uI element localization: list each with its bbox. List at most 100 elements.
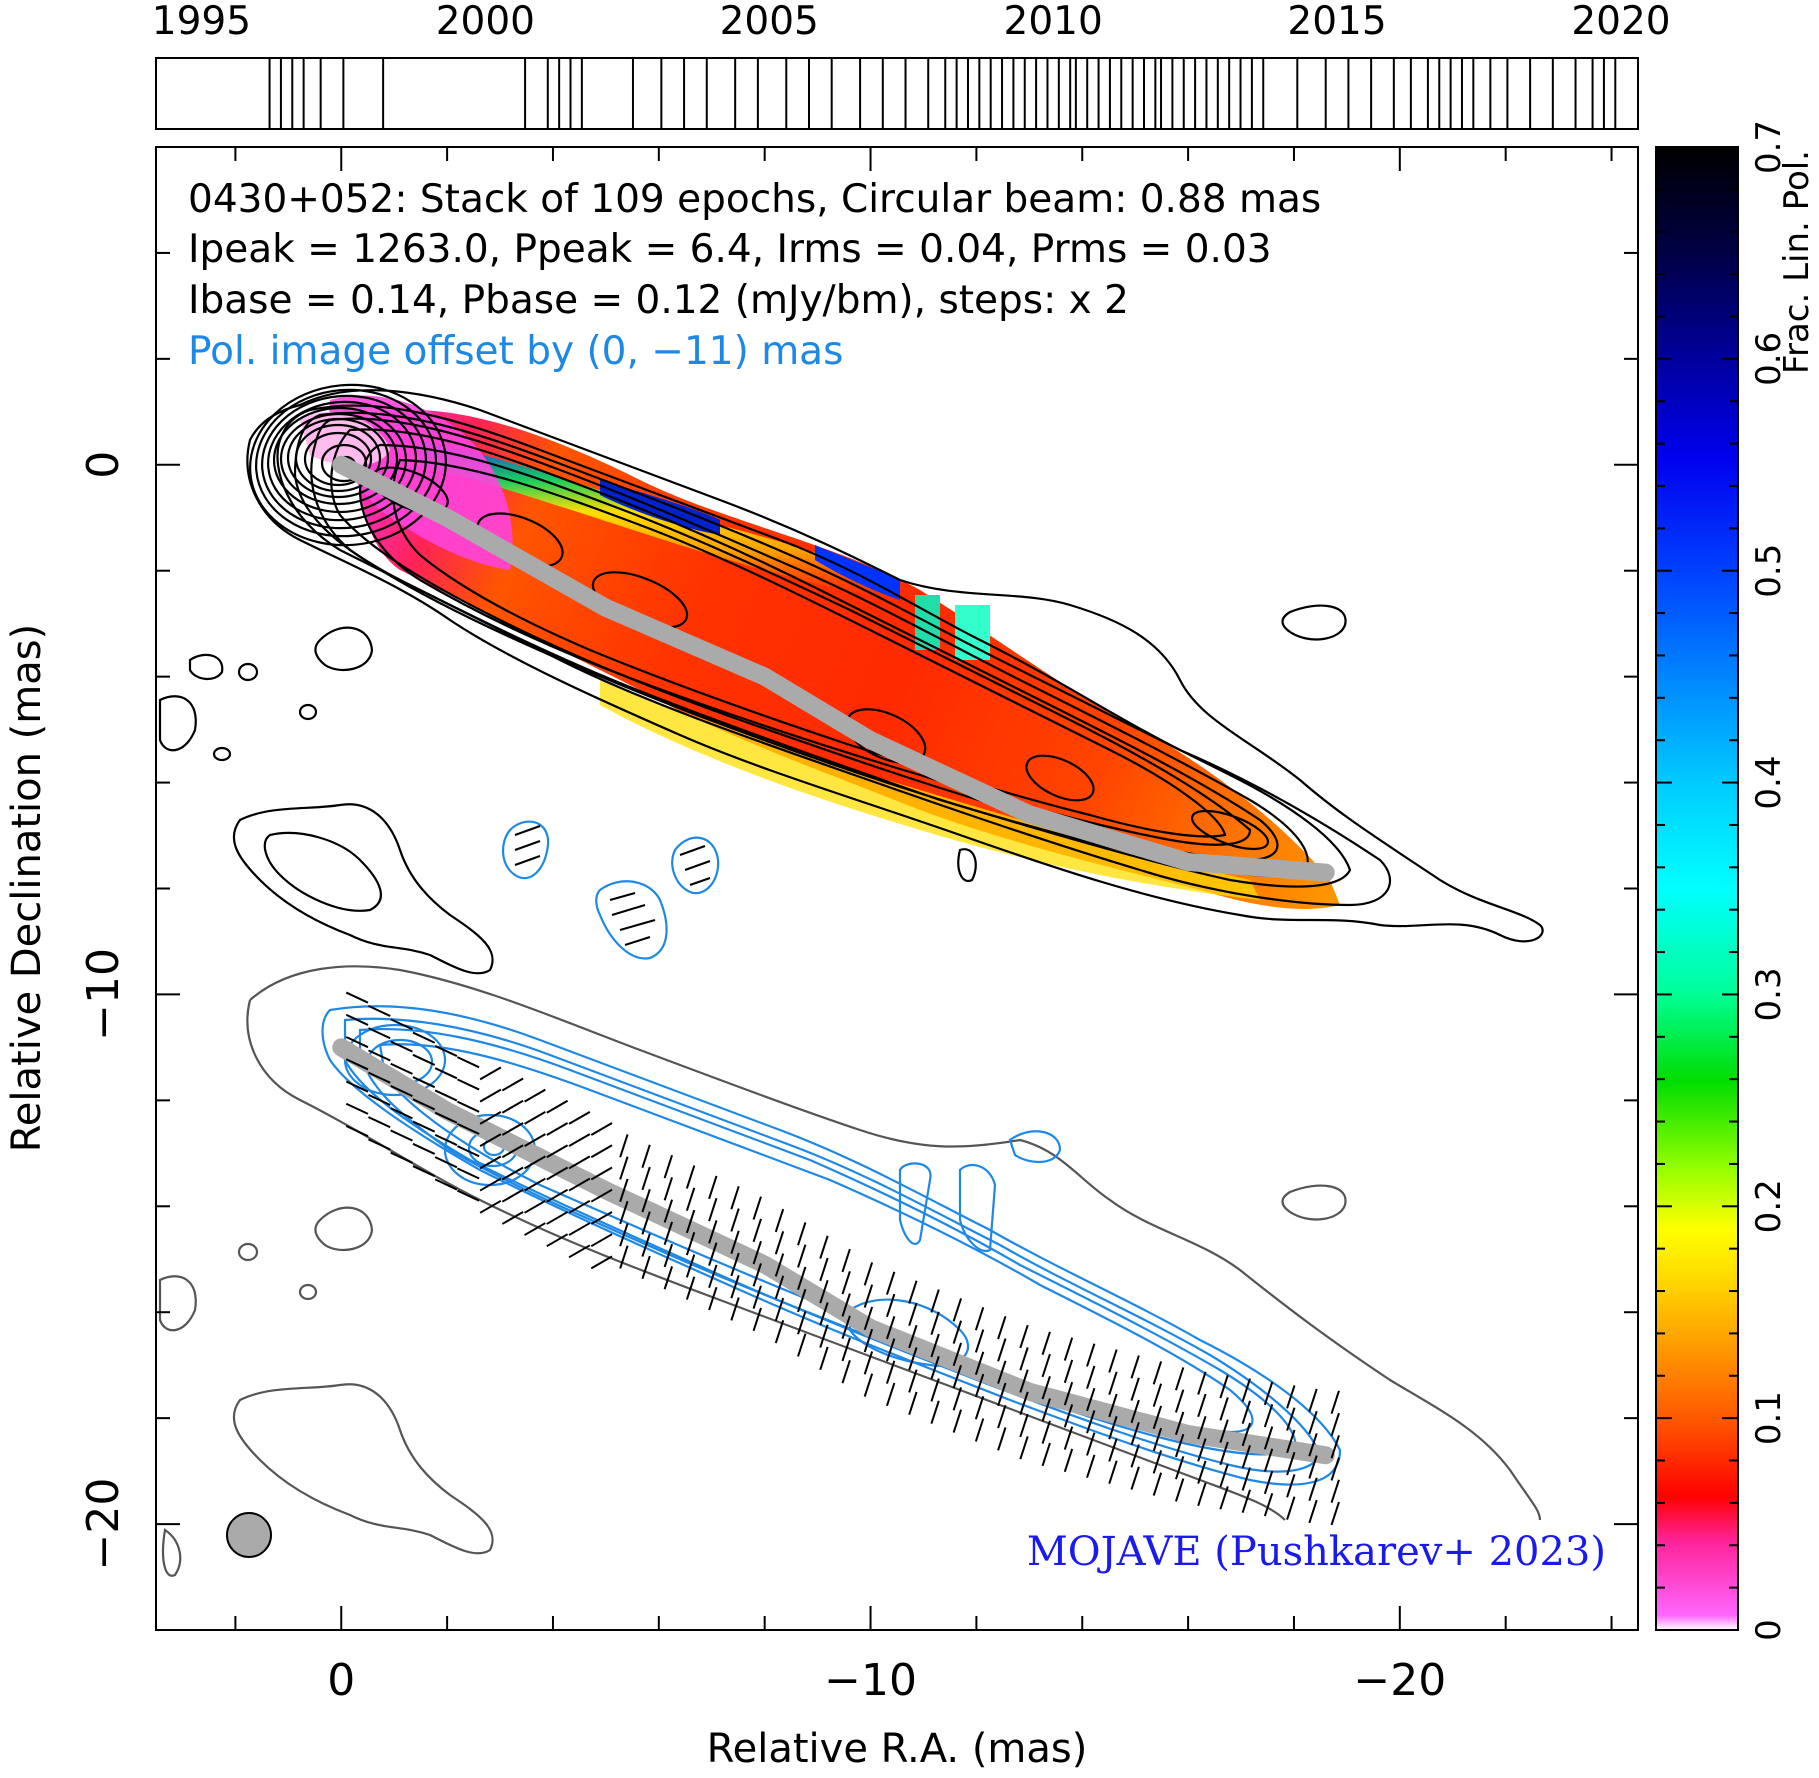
credit-label: MOJAVE (Pushkarev+ 2023) bbox=[1027, 1529, 1606, 1575]
evpa-vector bbox=[1063, 1426, 1074, 1450]
evpa-vector bbox=[412, 1076, 436, 1089]
evpa-vector bbox=[663, 1266, 674, 1290]
lower-outer-contour bbox=[249, 965, 1542, 1521]
evpa-vector bbox=[1130, 1444, 1140, 1468]
evpa-vector bbox=[1219, 1419, 1229, 1443]
evpa-vector bbox=[412, 1165, 436, 1178]
evpa-vector bbox=[479, 1110, 502, 1125]
evpa-vector bbox=[1041, 1398, 1051, 1422]
timeline-tick-label: 2000 bbox=[436, 0, 535, 44]
southwest-contour bbox=[232, 803, 494, 975]
colorbar-tick-labels: 0 0.1 0.2 0.3 0.4 0.5 0.6 0.7 bbox=[1749, 120, 1789, 1641]
evpa-vector bbox=[641, 1188, 651, 1213]
pol-offset-note: Pol. image offset by (0, −11) mas bbox=[188, 329, 843, 374]
evpa-vector bbox=[546, 1166, 569, 1181]
evpa-vector bbox=[1197, 1438, 1207, 1462]
evpa-vector bbox=[434, 1178, 458, 1191]
evpa-vector bbox=[501, 1077, 524, 1092]
evpa-vector bbox=[663, 1154, 674, 1179]
core-contour bbox=[249, 383, 447, 547]
evpa-vector bbox=[997, 1315, 1007, 1340]
evpa-vector bbox=[1241, 1445, 1251, 1469]
evpa-vector bbox=[1019, 1324, 1029, 1349]
evpa-vector bbox=[501, 1188, 524, 1203]
core-contour bbox=[303, 431, 373, 487]
evpa-vector bbox=[390, 1062, 413, 1075]
timeline-tick-label: 2010 bbox=[1004, 0, 1103, 44]
evpa-vector bbox=[456, 1056, 480, 1069]
evpa-vector bbox=[1108, 1416, 1118, 1440]
evpa-vector bbox=[1130, 1399, 1140, 1424]
evpa-vector bbox=[546, 1144, 569, 1159]
evpa-vector bbox=[952, 1342, 962, 1367]
evpa-vector bbox=[546, 1122, 569, 1136]
evpa-vector bbox=[1130, 1377, 1140, 1401]
evpa-vector bbox=[685, 1254, 696, 1278]
evpa-vector bbox=[952, 1298, 962, 1322]
evpa-vector bbox=[841, 1315, 851, 1339]
evpa-vector bbox=[479, 1066, 502, 1081]
evpa-vector bbox=[1308, 1499, 1318, 1524]
evpa-vector bbox=[1330, 1390, 1340, 1414]
evpa-vector bbox=[752, 1240, 762, 1265]
pol-patches-upper bbox=[502, 820, 720, 960]
evpa-vector bbox=[619, 1156, 629, 1180]
evpa-vector bbox=[641, 1233, 651, 1257]
evpa-vector bbox=[641, 1211, 651, 1235]
evpa-vector bbox=[345, 1080, 369, 1093]
evpa-vector bbox=[797, 1311, 807, 1335]
header-line-2: Ipeak = 1263.0, Ppeak = 6.4, Irms = 0.04… bbox=[188, 227, 1272, 272]
evpa-vector bbox=[501, 1211, 524, 1225]
evpa-vector bbox=[863, 1262, 874, 1286]
stokes-i-contours bbox=[158, 383, 1544, 975]
lower-isolated-contour bbox=[158, 1275, 197, 1332]
colorbar-tick-label: 0.4 bbox=[1749, 756, 1789, 810]
isolated-contour bbox=[314, 626, 374, 672]
evpa-vector bbox=[997, 1382, 1007, 1407]
evpa-vector bbox=[1197, 1415, 1207, 1440]
y-tick-label: −20 bbox=[78, 1478, 129, 1571]
evpa-vector bbox=[1219, 1463, 1229, 1488]
axis-ticks bbox=[156, 146, 1638, 1631]
evpa-vector bbox=[1152, 1405, 1163, 1430]
evpa-vector bbox=[974, 1418, 985, 1442]
timeline-tick-label: 2005 bbox=[720, 0, 819, 44]
evpa-vector bbox=[345, 1013, 369, 1026]
colorbar-fill bbox=[1655, 146, 1739, 1631]
evpa-vector bbox=[819, 1324, 829, 1348]
evpa-vector bbox=[1086, 1343, 1096, 1367]
evpa-vector bbox=[368, 1004, 391, 1017]
evpa-vector bbox=[997, 1427, 1007, 1451]
evpa-vector bbox=[1063, 1337, 1074, 1361]
evpa-vector bbox=[456, 1122, 480, 1135]
isolated-contour bbox=[212, 746, 232, 762]
core-contour bbox=[255, 388, 437, 538]
evpa-vector bbox=[841, 1293, 851, 1317]
evpa-vector bbox=[1330, 1479, 1340, 1503]
evpa-vector bbox=[1174, 1367, 1185, 1391]
evpa-vector bbox=[1263, 1470, 1274, 1495]
evpa-vector bbox=[797, 1222, 807, 1246]
evpa-vector bbox=[434, 1089, 458, 1102]
evpa-vector bbox=[708, 1175, 718, 1200]
evpa-vector bbox=[1219, 1374, 1229, 1399]
colorbar: 0 0.1 0.2 0.3 0.4 0.5 0.6 0.7 Frac. Lin. Pol. bbox=[1655, 120, 1817, 1641]
evpa-vector bbox=[390, 1018, 413, 1031]
evpa-vector bbox=[1263, 1448, 1274, 1472]
evpa-vector bbox=[1174, 1411, 1185, 1436]
evpa-vector bbox=[456, 1078, 480, 1091]
evpa-vector bbox=[1241, 1467, 1251, 1491]
evpa-vector bbox=[456, 1167, 480, 1180]
evpa-vector bbox=[568, 1133, 591, 1147]
x-tick-label: −10 bbox=[824, 1655, 917, 1706]
evpa-vector bbox=[479, 1199, 502, 1214]
evpa-vector bbox=[885, 1293, 896, 1318]
core-contour bbox=[267, 400, 417, 522]
evpa-vector bbox=[1041, 1331, 1051, 1355]
evpa-vector bbox=[997, 1338, 1007, 1362]
evpa-vector bbox=[908, 1280, 918, 1304]
evpa-vector bbox=[797, 1244, 807, 1268]
evpa-vector bbox=[434, 1156, 458, 1169]
evpa-vector bbox=[1174, 1433, 1185, 1458]
evpa-vector bbox=[930, 1378, 940, 1402]
